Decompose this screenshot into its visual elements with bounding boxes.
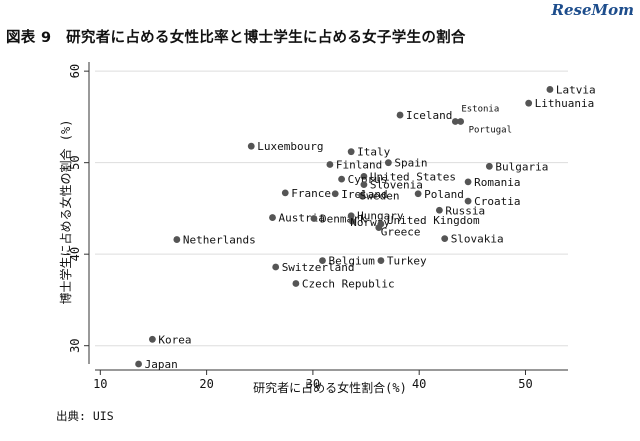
resemom-logo: ReseMom <box>551 1 634 19</box>
data-point <box>310 215 318 222</box>
x-tick-label: 10 <box>93 377 107 391</box>
data-point <box>525 99 533 107</box>
data-point <box>546 86 554 93</box>
point-label: Bulgaria <box>495 160 548 173</box>
point-label: Slovakia <box>451 233 504 246</box>
y-axis-label: 博士学生に占める女性の割合 (%) <box>58 120 73 305</box>
data-point <box>375 224 383 232</box>
data-point <box>347 212 355 220</box>
data-point <box>441 235 449 243</box>
point-label: Lithuania <box>535 97 595 110</box>
point-label: Austria <box>279 212 325 225</box>
data-point <box>338 175 345 183</box>
data-point <box>269 214 276 221</box>
y-tick-label: 40 <box>68 247 82 261</box>
point-label: Sweden <box>360 190 400 203</box>
point-label: Iceland <box>406 109 452 122</box>
data-point <box>360 181 368 189</box>
point-label: Italy <box>357 146 390 159</box>
data-point <box>135 360 142 368</box>
y-tick-label: 30 <box>68 338 82 352</box>
data-point <box>247 142 255 150</box>
point-label: Estonia <box>461 104 499 114</box>
data-point <box>331 190 339 198</box>
point-label: Finland <box>336 158 382 171</box>
y-tick-label: 60 <box>68 64 82 78</box>
data-point <box>326 161 334 168</box>
data-point <box>464 197 472 205</box>
point-label: Spain <box>394 157 427 170</box>
x-axis-label: 研究者に占める女性割合(%) <box>253 380 407 395</box>
chart-title: 図表 9 研究者に占める女性比率と博士学生に占める女子学生の割合 <box>6 30 466 46</box>
point-label: Slovenia <box>370 179 423 192</box>
point-label: France <box>291 187 331 200</box>
data-point <box>360 172 368 180</box>
point-label: Turkey <box>387 255 427 268</box>
point-label: Portugal <box>469 125 512 135</box>
data-point <box>414 190 422 198</box>
x-tick-label: 50 <box>518 377 532 391</box>
data-point <box>384 159 392 167</box>
data-point <box>435 206 443 214</box>
data-point <box>173 236 181 243</box>
data-point <box>348 217 356 225</box>
point-label: Greece <box>381 226 421 239</box>
data-point <box>319 257 326 264</box>
x-tick-label: 40 <box>412 377 426 391</box>
data-point <box>485 162 493 170</box>
data-point <box>148 335 156 343</box>
point-label: Croatia <box>474 195 520 208</box>
point-label: United States <box>370 170 456 183</box>
source-note: 出典: UIS <box>56 409 114 423</box>
data-point <box>457 118 465 125</box>
data-point <box>347 148 355 156</box>
point-label: Poland <box>424 188 464 201</box>
data-point <box>396 111 404 119</box>
x-tick-label: 20 <box>199 377 213 391</box>
y-tick-label: 50 <box>68 155 82 169</box>
point-label: Netherlands <box>183 234 256 247</box>
point-label: Belgium <box>328 255 375 268</box>
data-point <box>272 263 280 271</box>
point-label: United Kingdom <box>387 214 480 227</box>
point-label: Hungary <box>357 210 404 223</box>
point-label: Switzerland <box>282 261 355 274</box>
point-label: Russia <box>445 204 485 217</box>
data-point <box>292 280 300 287</box>
data-point <box>377 257 385 264</box>
data-point <box>464 178 472 186</box>
point-label: Romania <box>474 176 520 189</box>
point-label: Korea <box>158 333 191 346</box>
point-label: Czech Republic <box>302 277 395 290</box>
point-label: Luxembourg <box>257 140 323 153</box>
data-point <box>358 192 366 200</box>
point-label: Latvia <box>556 83 596 96</box>
axes: 10 20 30 40 50 30 40 50 60 <box>68 62 568 391</box>
x-tick-label: 30 <box>306 377 320 391</box>
point-label: Cyprus <box>348 173 388 186</box>
point-label: Japan <box>145 358 178 371</box>
data-point <box>451 118 459 125</box>
data-point <box>281 189 289 197</box>
